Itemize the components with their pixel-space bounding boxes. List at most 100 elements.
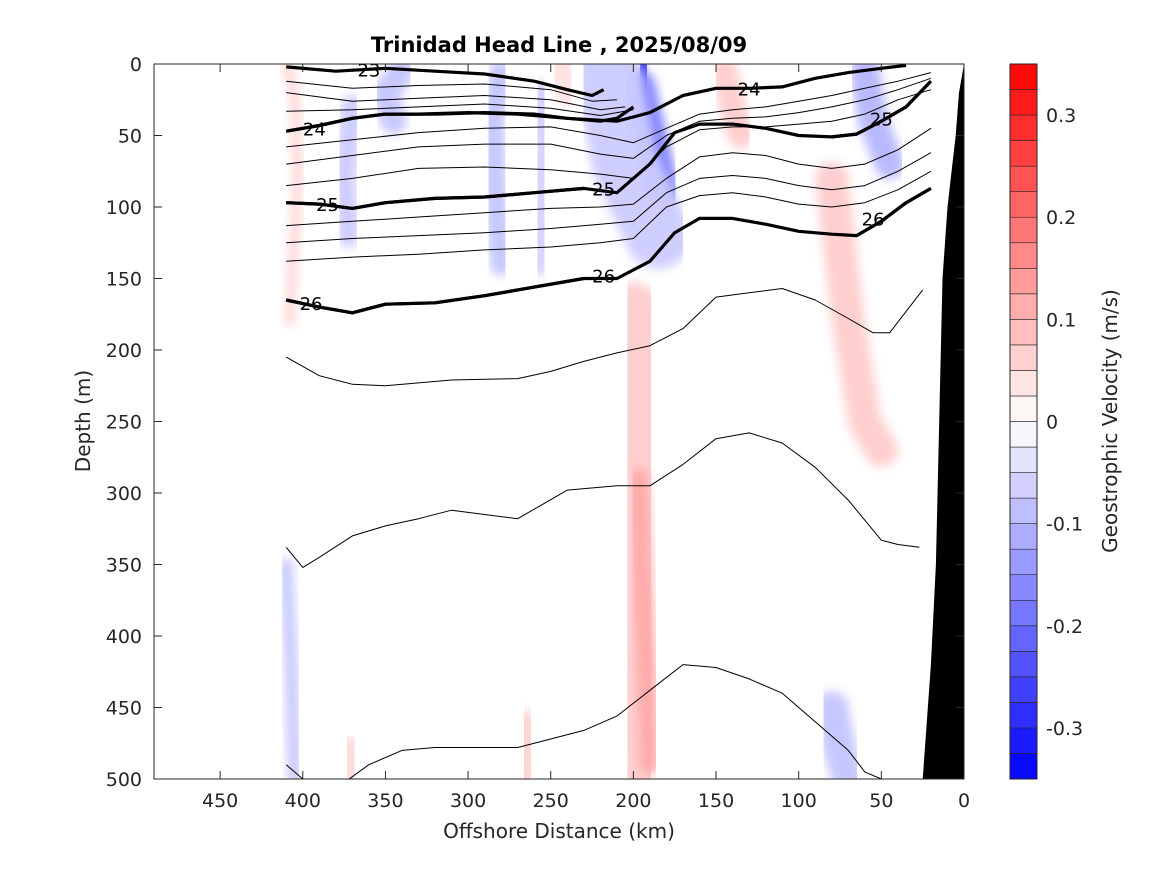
isopycnal-18 — [285, 288, 924, 387]
velocity-patch-16 — [334, 735, 368, 779]
x-tick-label-3: 300 — [450, 790, 486, 812]
x-tick-label-2: 350 — [367, 790, 403, 812]
x-axis: 450 400 350 300 250 200 150 100 50 0 — [202, 64, 970, 812]
isopycnal-20 — [348, 664, 882, 779]
y-tick-label-1: 50 — [118, 126, 142, 148]
isopycnal-8 — [831, 80, 933, 139]
colorbar-level-7 — [1009, 574, 1038, 601]
x-tick-label-0: 450 — [202, 790, 238, 812]
colorbar-level-3 — [1009, 676, 1038, 703]
contour-label-8: 25 — [870, 109, 893, 130]
colorbar-level-23 — [1009, 165, 1038, 192]
colorbar-level-21 — [1009, 216, 1038, 244]
colorbar-level-4 — [1009, 651, 1038, 678]
colorbar-level-15 — [1009, 370, 1038, 397]
y-tick-label-2: 100 — [106, 197, 142, 219]
y-tick-label-0: 0 — [130, 54, 142, 76]
velocity-patch-13 — [628, 468, 660, 775]
isopycnal-2 — [285, 105, 635, 133]
colorbar-level-0 — [1009, 753, 1038, 780]
colorbar-level-26 — [1009, 89, 1038, 116]
velocity-patch-4 — [527, 81, 555, 276]
colorbar-level-20 — [1009, 242, 1038, 269]
colorbar-level-14 — [1009, 395, 1038, 422]
contour-label-4: 25 — [316, 195, 339, 216]
colorbar-level-1 — [1009, 727, 1038, 754]
y-tick-label-3: 150 — [106, 269, 142, 291]
isopycnal-19 — [285, 432, 920, 568]
y-tick-label-10: 500 — [106, 769, 142, 791]
colorbar-level-16 — [1009, 344, 1038, 371]
x-tick-label-4: 250 — [533, 790, 569, 812]
y-tick-label-5: 250 — [106, 412, 142, 434]
colorbar-tick-label-2: 0.1 — [1046, 309, 1076, 331]
colorbar-level-22 — [1009, 191, 1038, 218]
contour-label-3: 25 — [592, 179, 615, 200]
isopycnal-11 — [286, 103, 634, 116]
isopycnal-12 — [286, 72, 932, 148]
isopycnal-13 — [286, 77, 932, 165]
colorbar-level-10 — [1009, 497, 1038, 524]
isopycnal-contours — [285, 64, 933, 779]
x-axis-label: Offshore Distance (km) — [443, 819, 675, 843]
colorbar-level-17 — [1009, 319, 1038, 346]
velocity-patch-11 — [815, 161, 898, 467]
x-tick-label-9: 0 — [958, 790, 970, 812]
y-tick-label-4: 200 — [106, 340, 142, 362]
isopycnal-9 — [286, 80, 617, 102]
colorbar-level-2 — [1009, 702, 1038, 729]
contour-labels: 23 24 24 25 25 26 26 26 25 — [300, 61, 893, 315]
isopycnal-16 — [286, 152, 932, 244]
colorbar-level-24 — [1009, 140, 1038, 167]
colorbar-tick-label-3: 0 — [1046, 412, 1058, 434]
bottom-topography — [922, 64, 964, 779]
colorbar-level-6 — [1009, 599, 1038, 627]
colorbar-tick-label-1: 0.2 — [1046, 207, 1076, 229]
colorbar: 0.3 0.2 0.1 0 -0.1 -0.2 -0.3 — [1009, 63, 1083, 780]
plot-area: 23 24 24 25 25 26 26 26 25 — [153, 61, 965, 780]
contour-label-2: 24 — [303, 119, 326, 140]
isopycnal-21 — [285, 764, 304, 779]
velocity-patch-2 — [332, 95, 364, 248]
velocity-patch-7 — [575, 64, 692, 269]
colorbar-level-18 — [1009, 293, 1038, 320]
contour-label-6: 26 — [300, 294, 323, 315]
isopycnal-14 — [286, 89, 932, 187]
colorbar-tick-label-0: 0.3 — [1046, 105, 1076, 127]
isopycnal-0 — [286, 65, 605, 98]
colorbar-level-13 — [1009, 421, 1038, 448]
colorbar-tick-label-6: -0.3 — [1046, 718, 1083, 740]
isopycnal-17 — [286, 170, 932, 262]
colorbar-level-8 — [1009, 548, 1038, 576]
x-tick-label-5: 200 — [615, 790, 651, 812]
y-tick-label-7: 350 — [106, 555, 142, 577]
isopycnal-4 — [286, 186, 584, 210]
isopycnal-6 — [285, 276, 585, 315]
x-tick-label-8: 50 — [869, 790, 893, 812]
colorbar-label: Geostrophic Velocity (m/s) — [1098, 289, 1122, 553]
colorbar-level-12 — [1009, 446, 1038, 473]
y-axis-label: Depth (m) — [71, 370, 95, 472]
colorbar-level-19 — [1009, 267, 1038, 295]
velocity-patch-1 — [372, 64, 416, 135]
contour-label-1: 24 — [738, 79, 761, 100]
chart-title: Trinidad Head Line , 2025/08/09 — [371, 33, 747, 57]
colorbar-level-5 — [1009, 625, 1038, 652]
x-tick-label-7: 100 — [781, 790, 817, 812]
velocity-patch-15 — [514, 710, 541, 779]
contour-label-0: 23 — [357, 61, 380, 82]
velocity-patch-0 — [281, 64, 303, 327]
y-tick-label-6: 300 — [106, 483, 142, 505]
colorbar-tick-label-4: -0.1 — [1046, 514, 1083, 536]
isopycnal-7 — [855, 187, 932, 237]
colorbar-frame — [1009, 63, 1038, 780]
isopycnal-10 — [286, 92, 626, 111]
contour-label-7: 26 — [862, 209, 885, 230]
contour-label-5: 26 — [592, 267, 615, 288]
velocity-patch-17 — [815, 690, 865, 779]
colorbar-tick-label-5: -0.2 — [1046, 616, 1083, 638]
x-tick-label-1: 400 — [285, 790, 321, 812]
colorbar-level-25 — [1009, 114, 1038, 141]
